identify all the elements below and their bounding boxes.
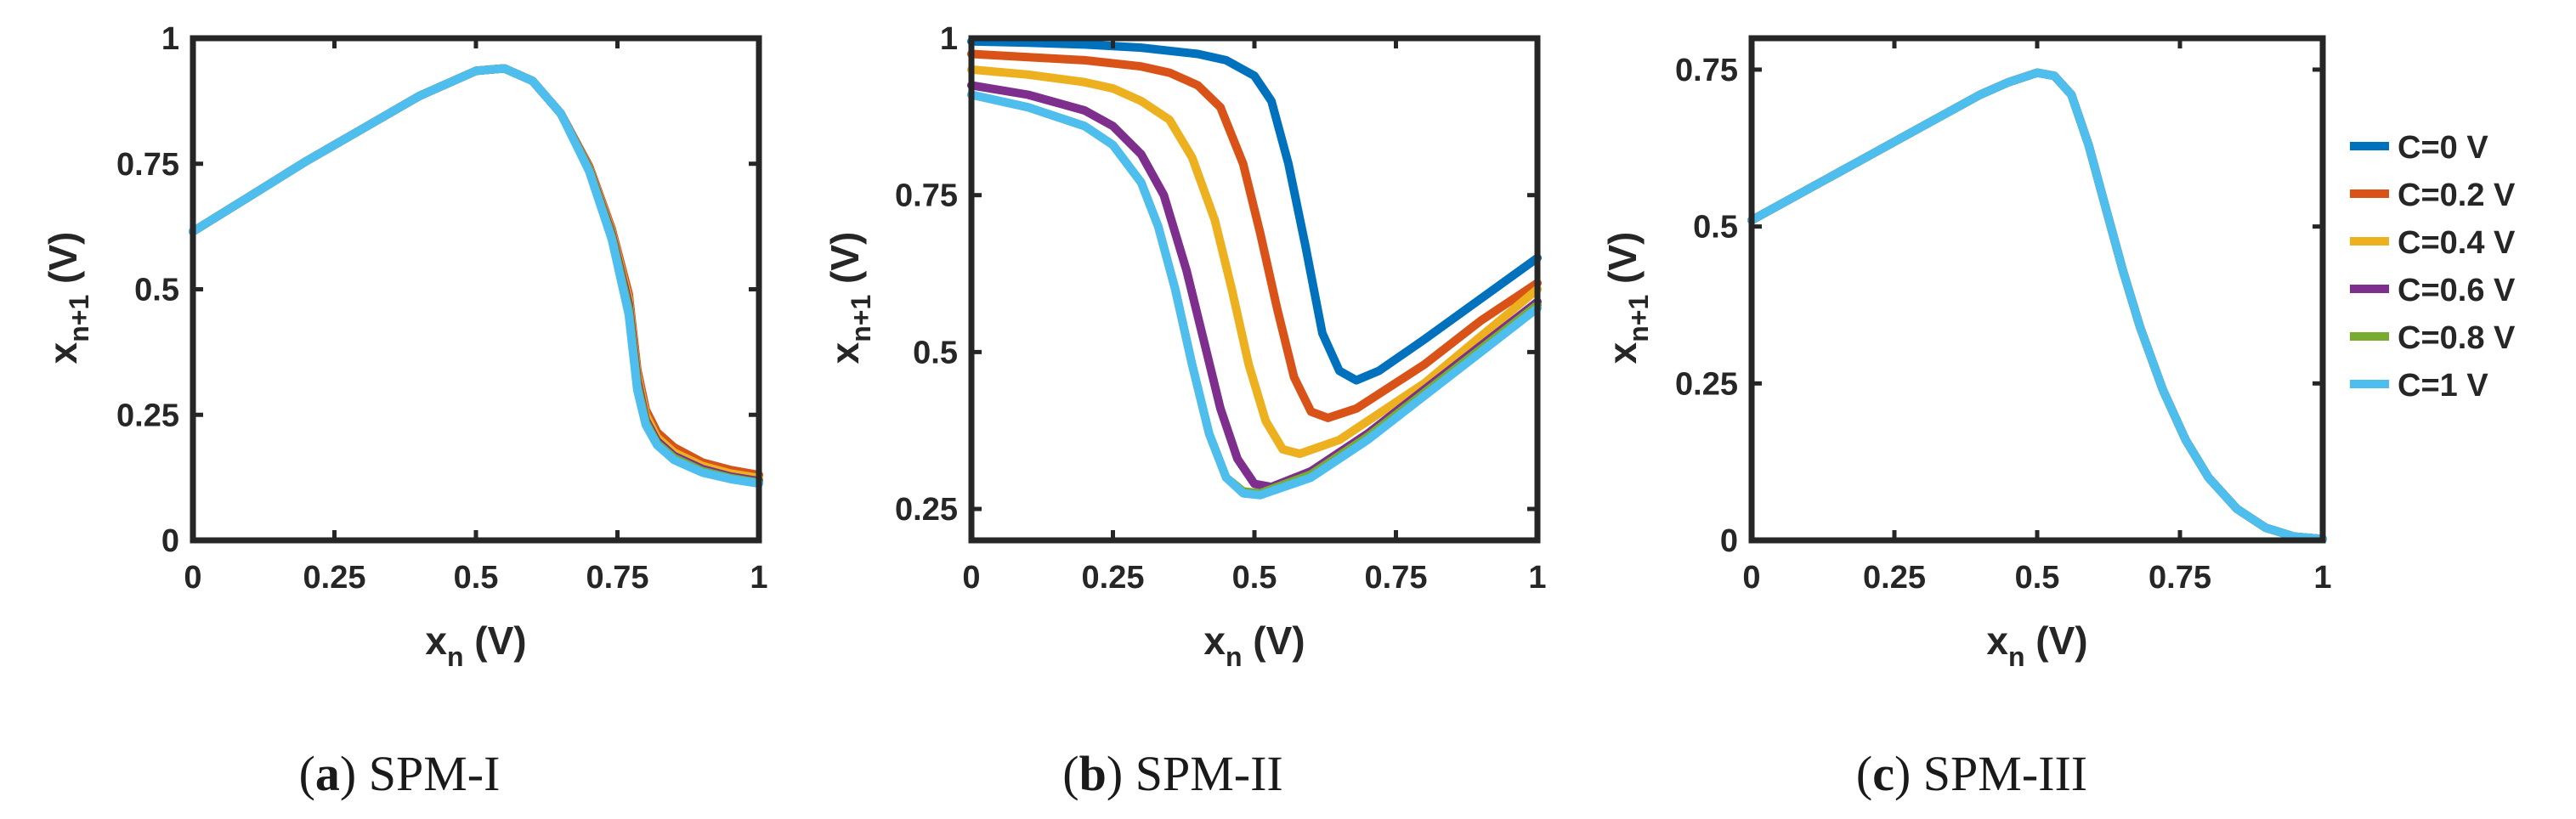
series-line-c-0-4-v bbox=[967, 65, 1542, 459]
y-tick-label: 0.5 bbox=[1693, 210, 1738, 246]
x-tick-label: 0 bbox=[1742, 560, 1760, 596]
y-tick-label: 1 bbox=[940, 21, 958, 57]
series-line-c-0-8-v bbox=[1747, 68, 2327, 544]
legend-label: C=0.2 V bbox=[2398, 178, 2516, 213]
series-line-c-1-v bbox=[189, 64, 763, 489]
y-axis-label: xn+1 (V) bbox=[1600, 232, 1654, 364]
x-tick-label: 0.25 bbox=[1082, 560, 1145, 596]
caption-letter: c bbox=[1872, 746, 1894, 801]
caption-paren-open: ( bbox=[1856, 746, 1872, 801]
series-line-c-0-4-v bbox=[1747, 68, 2327, 544]
x-axis-label-unit: (V) bbox=[1243, 618, 1305, 663]
series-line-c-0-6-v bbox=[1747, 68, 2327, 544]
y-axis-label-unit: (V) bbox=[1600, 232, 1645, 295]
series-line-c-0-v bbox=[967, 37, 1542, 385]
x-tick-label: 0.5 bbox=[454, 560, 499, 596]
axes-box bbox=[190, 35, 762, 544]
caption-text: ) SPM-II bbox=[1107, 746, 1283, 801]
panel-caption: (b) SPM-II bbox=[1062, 746, 1282, 801]
x-axis-label-unit: (V) bbox=[464, 618, 527, 663]
x-tick-label: 0.75 bbox=[1365, 560, 1428, 596]
caption-paren-open: ( bbox=[1062, 746, 1079, 801]
caption-letter: b bbox=[1079, 746, 1107, 801]
y-axis-label: xn+1 (V) bbox=[41, 232, 94, 364]
x-axis-label-main: x bbox=[1986, 618, 2008, 663]
x-axis-label-sub: n bbox=[1226, 641, 1243, 672]
caption-paren-open: ( bbox=[299, 746, 315, 801]
y-tick-label: 0 bbox=[1720, 523, 1738, 559]
y-tick-label: 0.25 bbox=[116, 398, 179, 433]
panel-caption: (a) SPM-I bbox=[299, 746, 501, 801]
legend-label: C=0.8 V bbox=[2398, 320, 2516, 356]
y-tick-label: 1 bbox=[161, 21, 179, 57]
series-line-c-0-2-v bbox=[967, 49, 1542, 422]
caption-letter: a bbox=[315, 746, 340, 801]
x-axis-label-main: x bbox=[1203, 618, 1226, 663]
y-axis-label-main: x bbox=[823, 342, 867, 364]
series-line-c-0-v bbox=[189, 64, 763, 480]
x-tick-label: 0 bbox=[962, 560, 980, 596]
legend-label: C=0.4 V bbox=[2398, 225, 2516, 261]
y-tick-label: 0.25 bbox=[1675, 366, 1738, 402]
y-tick-label: 0.75 bbox=[1675, 53, 1738, 88]
x-tick-label: 0.25 bbox=[1863, 560, 1926, 596]
y-axis-label-unit: (V) bbox=[41, 232, 85, 295]
y-axis-label: xn+1 (V) bbox=[823, 232, 876, 364]
series-line-c-0-6-v bbox=[189, 64, 763, 486]
legend-label: C=0 V bbox=[2398, 130, 2488, 166]
x-axis-label-sub: n bbox=[2008, 641, 2025, 672]
x-axis-label: xn (V) bbox=[425, 618, 526, 672]
x-axis-label-sub: n bbox=[447, 641, 464, 672]
series-line-c-0-2-v bbox=[189, 64, 763, 480]
x-tick-label: 0.75 bbox=[2149, 560, 2211, 596]
x-axis-label: xn (V) bbox=[1986, 618, 2087, 672]
series-line-c-0-v bbox=[1747, 68, 2327, 544]
x-axis-label-main: x bbox=[425, 618, 447, 663]
legend: C=0 V C=0.2 V C=0.4 V C=0.6 V C=0.8 V C=1 V bbox=[2350, 130, 2516, 404]
y-axis-label-sub: n+1 bbox=[846, 295, 876, 342]
x-tick-label: 0 bbox=[184, 560, 201, 596]
series-line-c-0-2-v bbox=[1747, 68, 2327, 544]
legend-label: C=1 V bbox=[2398, 368, 2488, 404]
series-line-c-0-8-v bbox=[967, 90, 1542, 498]
x-axis-label: xn (V) bbox=[1203, 618, 1305, 672]
y-axis-label-unit: (V) bbox=[823, 232, 867, 295]
panel-caption: (c) SPM-III bbox=[1856, 746, 2087, 801]
y-axis-label-sub: n+1 bbox=[1623, 295, 1654, 342]
x-tick-label: 0.75 bbox=[586, 560, 649, 596]
x-tick-label: 1 bbox=[2313, 560, 2331, 596]
axes-box bbox=[1748, 35, 2326, 544]
y-axis-label-main: x bbox=[1600, 342, 1645, 364]
x-tick-label: 0.5 bbox=[2015, 560, 2060, 596]
y-tick-label: 0.75 bbox=[895, 178, 958, 214]
y-tick-label: 0.75 bbox=[116, 147, 179, 183]
y-tick-label: 0.5 bbox=[913, 335, 958, 370]
caption-text: ) SPM-III bbox=[1894, 746, 2087, 801]
legend-label: C=0.6 V bbox=[2398, 273, 2516, 308]
y-tick-label: 0.5 bbox=[134, 273, 179, 308]
series-line-c-1-v bbox=[1747, 68, 2327, 544]
series-line-c-0-4-v bbox=[189, 64, 763, 483]
series-line-c-0-6-v bbox=[967, 81, 1542, 492]
x-tick-label: 0.25 bbox=[303, 560, 366, 596]
y-axis-label-main: x bbox=[41, 342, 85, 364]
x-axis-label-unit: (V) bbox=[2025, 618, 2088, 663]
series-line-c-0-8-v bbox=[189, 64, 763, 487]
y-tick-label: 0.25 bbox=[895, 492, 958, 528]
x-tick-label: 1 bbox=[1528, 560, 1546, 596]
series-line-c-1-v bbox=[967, 90, 1542, 500]
y-tick-label: 0 bbox=[161, 523, 179, 559]
caption-text: ) SPM-I bbox=[340, 746, 501, 801]
y-axis-label-sub: n+1 bbox=[64, 295, 94, 342]
x-tick-label: 1 bbox=[750, 560, 767, 596]
x-tick-label: 0.5 bbox=[1232, 560, 1277, 596]
